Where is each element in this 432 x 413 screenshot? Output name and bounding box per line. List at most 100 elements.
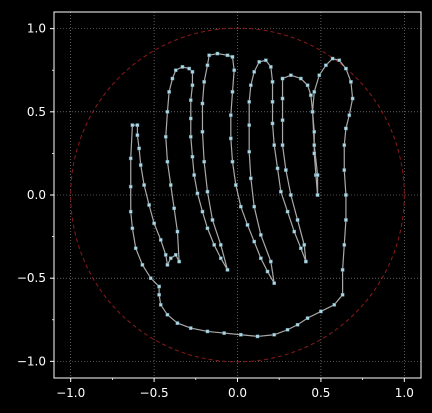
data-point-61 — [205, 63, 210, 68]
data-point-105 — [280, 118, 285, 122]
data-point-55 — [210, 218, 215, 222]
x-tick-label-0: −1.0 — [56, 386, 85, 400]
data-point-22 — [147, 203, 151, 207]
data-point-98 — [299, 246, 303, 251]
data-point-109 — [299, 76, 303, 81]
data-point-120 — [312, 90, 317, 94]
data-point-128 — [347, 113, 352, 117]
reference-circle — [70, 27, 405, 363]
data-point-56 — [205, 189, 210, 194]
y-tick-label-0: −1.0 — [17, 354, 46, 368]
data-point-58 — [200, 129, 205, 134]
axis-ticks: −1.0 −0.5 0.0 0.5 1.0 −1.0 −0.5 0.0 0.5 1.0 — [17, 22, 414, 400]
series-markers — [128, 51, 355, 339]
data-point-66 — [232, 68, 236, 73]
data-point-78 — [269, 259, 273, 264]
data-point-89 — [269, 65, 273, 69]
data-point-36 — [167, 90, 171, 94]
data-point-43 — [188, 98, 193, 102]
data-point-139 — [305, 316, 310, 320]
data-point-72 — [239, 204, 243, 209]
data-point-125 — [344, 66, 348, 71]
data-point-92 — [270, 121, 275, 126]
data-point-132 — [344, 193, 348, 197]
data-point-25 — [163, 253, 168, 257]
data-point-127 — [350, 96, 355, 101]
data-point-54 — [219, 243, 223, 247]
data-point-83 — [247, 123, 251, 127]
data-point-104 — [280, 143, 285, 147]
data-point-50 — [205, 226, 210, 231]
data-point-103 — [284, 168, 288, 172]
data-point-40 — [187, 66, 191, 71]
data-point-94 — [275, 166, 280, 171]
data-point-14 — [128, 184, 133, 189]
x-tick-label-3: 0.5 — [311, 386, 330, 400]
data-point-88 — [264, 58, 268, 63]
data-point-21 — [142, 183, 146, 187]
data-point-10 — [140, 263, 145, 267]
data-point-41 — [190, 70, 195, 74]
data-point-100 — [302, 243, 307, 247]
data-point-18 — [135, 133, 140, 137]
y-tick-label-3: 0.5 — [27, 105, 46, 119]
data-point-70 — [230, 159, 235, 164]
data-point-97 — [292, 229, 297, 234]
data-point-86 — [252, 70, 256, 74]
data-point-135 — [340, 268, 345, 272]
data-point-13 — [128, 209, 133, 214]
data-point-2 — [205, 329, 210, 334]
data-point-137 — [332, 303, 337, 307]
data-point-48 — [195, 191, 200, 196]
x-tick-label-2: 0.0 — [228, 386, 247, 400]
data-point-114 — [312, 151, 317, 156]
data-point-39 — [180, 65, 185, 69]
data-point-117 — [315, 173, 320, 177]
data-point-84 — [247, 100, 251, 104]
data-point-122 — [324, 63, 328, 68]
data-point-138 — [319, 309, 323, 314]
data-point-133 — [344, 218, 348, 222]
data-point-91 — [270, 100, 275, 104]
data-point-71 — [234, 183, 238, 187]
data-point-126 — [349, 80, 353, 84]
data-point-52 — [219, 256, 223, 261]
data-point-35 — [165, 110, 170, 114]
x-tick-label-1: −0.5 — [140, 386, 169, 400]
data-point-5 — [165, 312, 170, 317]
data-point-33 — [165, 159, 170, 164]
data-point-62 — [207, 53, 211, 58]
data-point-108 — [289, 73, 293, 78]
data-point-6 — [158, 303, 163, 307]
data-point-80 — [252, 204, 256, 209]
data-point-28 — [173, 253, 178, 257]
data-point-17 — [135, 123, 140, 127]
data-point-121 — [317, 73, 322, 78]
data-point-110 — [305, 83, 310, 87]
data-point-44 — [188, 116, 193, 121]
data-point-53 — [225, 268, 230, 272]
data-point-140 — [295, 322, 300, 327]
data-point-16 — [130, 123, 135, 127]
data-point-75 — [259, 256, 263, 261]
data-point-20 — [138, 163, 143, 167]
data-point-24 — [158, 238, 163, 242]
data-point-77 — [272, 281, 277, 285]
data-point-38 — [173, 68, 178, 73]
data-point-113 — [312, 129, 317, 134]
data-point-65 — [230, 55, 235, 59]
data-point-107 — [280, 76, 285, 81]
data-point-47 — [192, 173, 196, 177]
data-point-27 — [168, 256, 173, 261]
data-point-59 — [200, 101, 205, 106]
data-point-76 — [265, 269, 270, 274]
data-point-26 — [165, 263, 170, 267]
data-point-142 — [272, 332, 277, 337]
data-point-81 — [249, 176, 253, 181]
data-point-143 — [255, 334, 260, 339]
data-point-67 — [230, 90, 235, 94]
data-point-7 — [157, 293, 161, 297]
data-point-102 — [289, 193, 293, 197]
data-point-134 — [342, 243, 347, 247]
